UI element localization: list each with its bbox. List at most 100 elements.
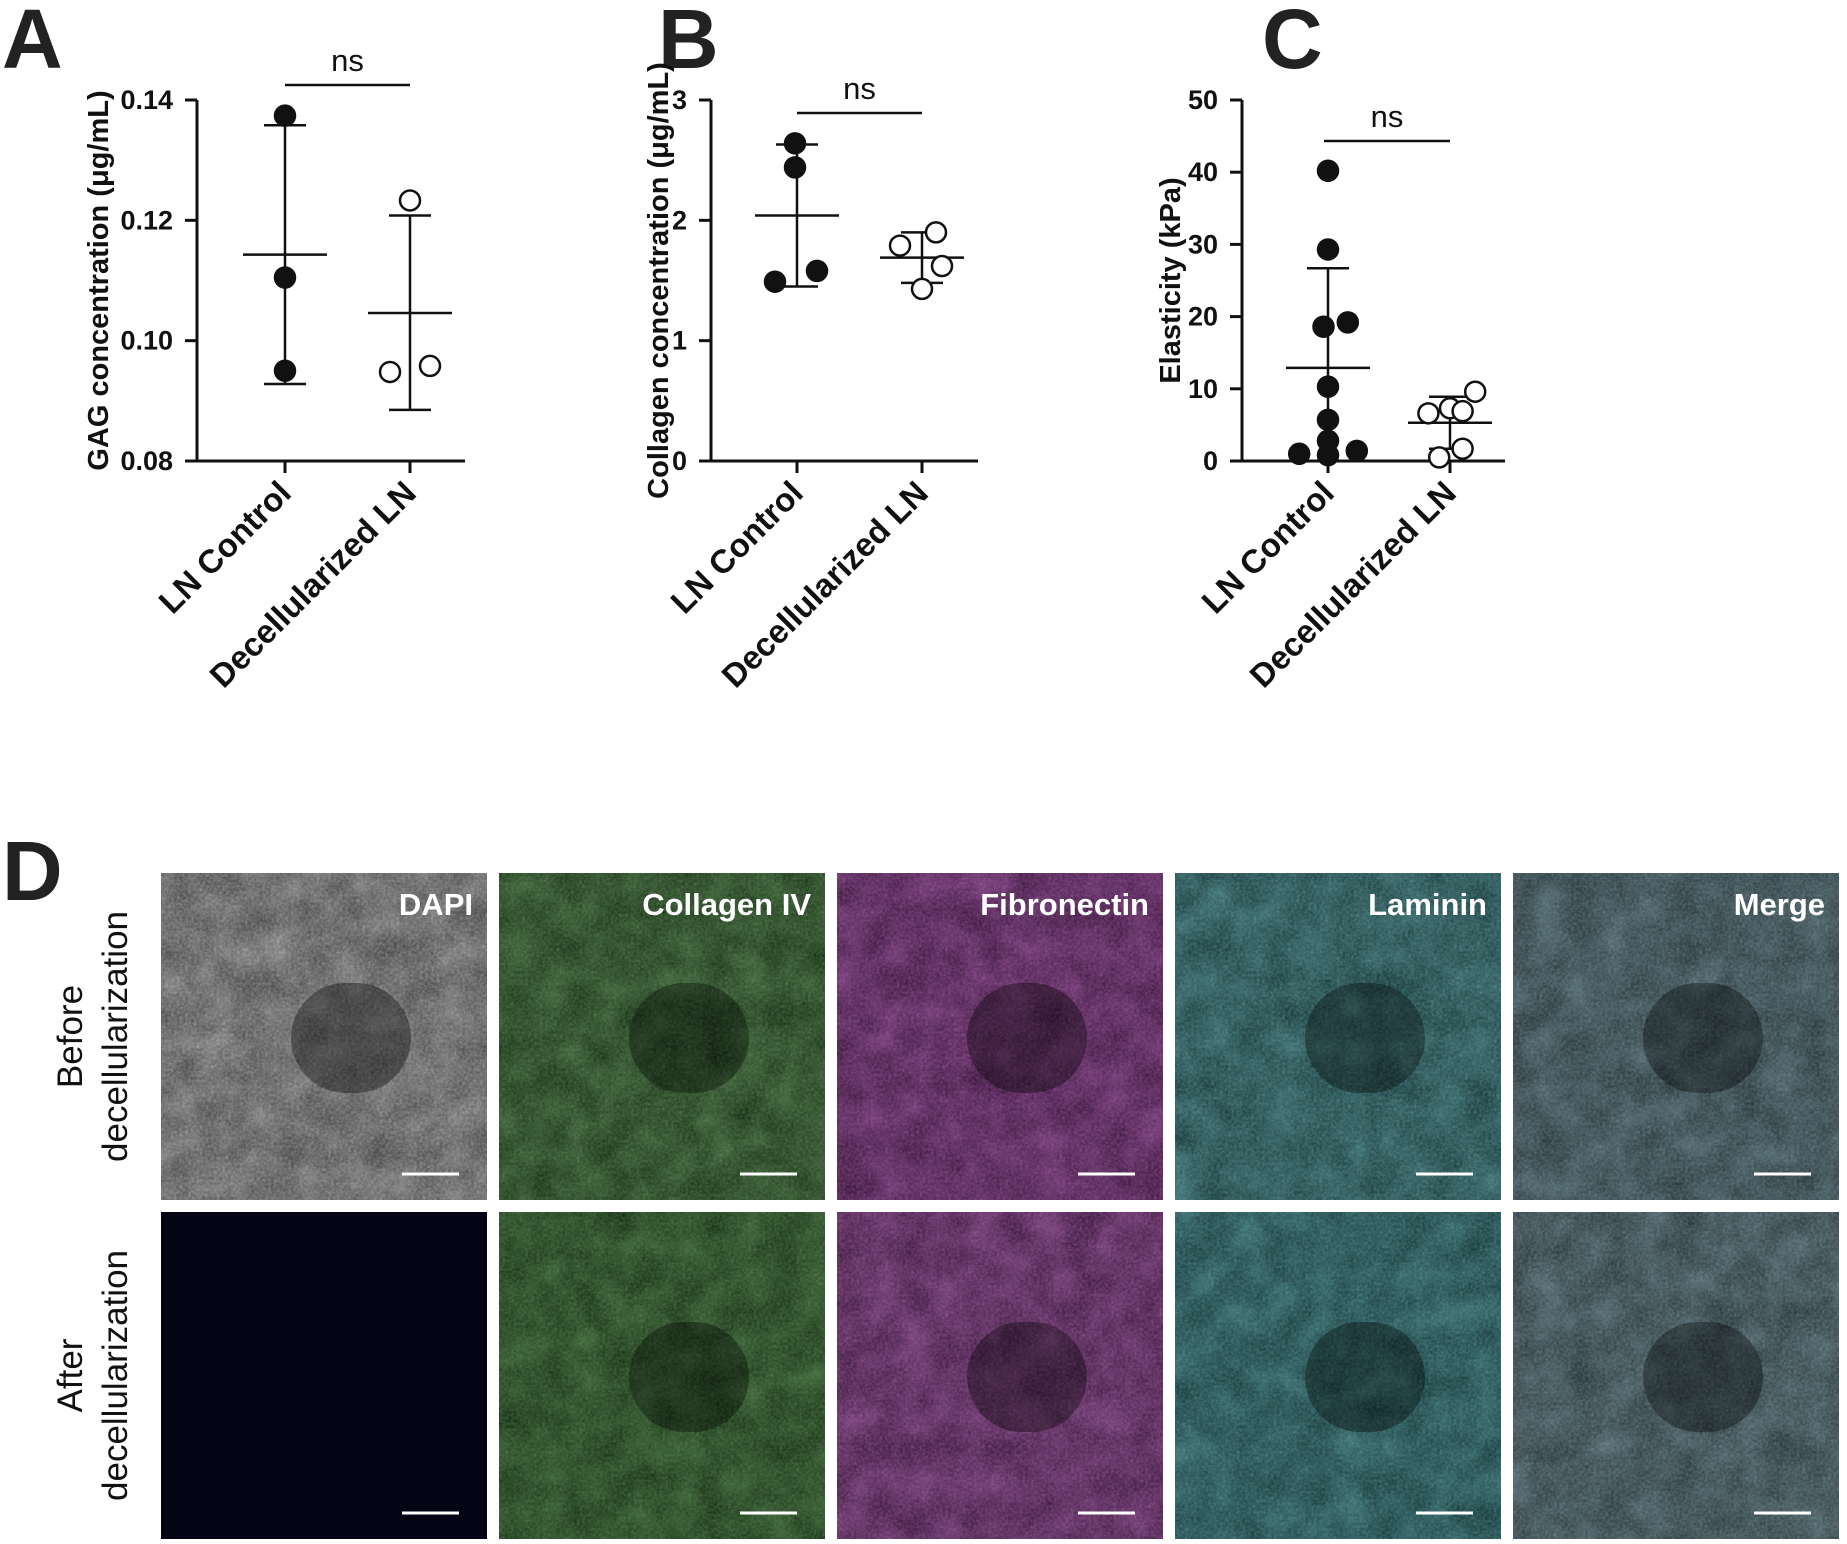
channel-tint — [499, 873, 825, 1200]
data-point-filled — [1316, 408, 1340, 432]
dark-region — [629, 983, 749, 1093]
channel-tint — [837, 873, 1163, 1200]
row-label: After decellularization — [51, 1250, 135, 1501]
channel-glow — [1175, 1212, 1501, 1539]
channel-glow — [1513, 873, 1839, 1200]
x-tick-label: Decellularized LN — [714, 474, 935, 695]
channel-glow — [837, 873, 1163, 1200]
data-point-filled — [1287, 442, 1311, 466]
dark-region — [629, 1322, 749, 1432]
y-tick-label: 0.14 — [120, 85, 173, 115]
row-label-line2: decellularization — [96, 911, 135, 1162]
panel-letter-a: A — [2, 0, 63, 86]
data-point-filled — [1345, 439, 1369, 463]
micrograph-texture — [1513, 1212, 1839, 1539]
data-point-filled — [273, 104, 297, 127]
channel-tint — [1175, 873, 1501, 1200]
data-point-filled — [1316, 375, 1340, 398]
y-tick-label: 40 — [1188, 157, 1218, 187]
channel-glow — [1175, 873, 1501, 1200]
channel-glow — [837, 1212, 1163, 1539]
micrograph-background — [161, 1212, 487, 1539]
y-tick-label: 2 — [672, 205, 687, 235]
dark-region — [291, 983, 411, 1093]
data-point-filled — [763, 270, 787, 293]
data-point-filled — [1316, 159, 1340, 183]
channel-label: Laminin — [1368, 887, 1487, 922]
y-axis-label: Collagen concentration (μg/mL) — [643, 62, 675, 499]
micrograph-texture — [837, 1212, 1163, 1539]
data-point-filled — [1316, 443, 1340, 467]
data-point-filled — [1336, 311, 1360, 334]
dark-region — [1305, 983, 1425, 1093]
y-tick-label: 10 — [1188, 374, 1218, 404]
channel-tint — [1513, 1212, 1839, 1539]
data-point-open — [1463, 380, 1487, 403]
channel-tint — [837, 1212, 1163, 1539]
data-point-filled — [273, 266, 297, 289]
data-point-filled — [273, 359, 297, 382]
x-tick-label: Decellularized LN — [202, 474, 423, 695]
y-tick-label: 50 — [1188, 85, 1218, 115]
channel-label: Collagen IV — [642, 887, 811, 922]
panel-letter-c: C — [1262, 0, 1323, 86]
micrograph-texture — [1175, 873, 1501, 1200]
dark-region — [1643, 983, 1763, 1093]
data-point-open — [924, 221, 948, 244]
y-tick-label: 3 — [672, 85, 687, 115]
channel-tint — [161, 873, 487, 1200]
panel-letter-b: B — [658, 0, 719, 86]
channel-tint — [499, 1212, 825, 1539]
y-axis-label: Elasticity (kPa) — [1155, 177, 1187, 383]
dark-region — [967, 983, 1087, 1093]
channel-tint — [1513, 873, 1839, 1200]
data-point-open — [930, 254, 954, 278]
x-tick-label: Decellularized LN — [1242, 474, 1463, 695]
y-tick-label: 20 — [1188, 302, 1218, 332]
channel-glow — [499, 873, 825, 1200]
data-point-filled — [805, 259, 829, 283]
data-point-open — [1427, 446, 1451, 469]
data-point-open — [888, 234, 912, 257]
micrograph-texture — [499, 873, 825, 1200]
channel-tint — [1175, 1212, 1501, 1539]
data-point-filled — [783, 132, 807, 155]
channel-label: Merge — [1734, 887, 1825, 922]
row-label-line1: Before — [51, 985, 90, 1088]
y-axis-label: GAG concentration (μg/mL) — [83, 90, 115, 470]
dark-region — [1305, 1322, 1425, 1432]
significance-label: ns — [843, 71, 876, 106]
channel-label: DAPI — [399, 887, 473, 922]
data-point-open — [418, 354, 442, 378]
micrograph-texture — [837, 873, 1163, 1200]
micrograph-texture — [1175, 1212, 1501, 1539]
micrograph-texture — [499, 1212, 825, 1539]
channel-glow — [161, 873, 487, 1200]
micrograph-texture — [1513, 873, 1839, 1200]
significance-label: ns — [331, 43, 364, 78]
y-tick-label: 0.08 — [120, 446, 173, 476]
channel-label: Fibronectin — [980, 887, 1149, 922]
micrograph-texture — [161, 873, 487, 1200]
dark-region — [1643, 1322, 1763, 1432]
dark-region — [967, 1322, 1087, 1432]
significance-label: ns — [1371, 99, 1404, 134]
row-label-line2: decellularization — [96, 1250, 135, 1501]
y-tick-label: 0.10 — [120, 326, 173, 356]
data-point-open — [378, 360, 402, 384]
channel-glow — [499, 1212, 825, 1539]
y-tick-label: 0.12 — [120, 205, 173, 235]
panel-letter-d: D — [2, 824, 63, 918]
data-point-filled — [1316, 238, 1340, 261]
data-point-open — [910, 277, 934, 301]
y-tick-label: 1 — [672, 326, 687, 356]
data-point-filled — [783, 156, 807, 179]
channel-glow — [1513, 1212, 1839, 1539]
row-label: Before decellularization — [51, 911, 135, 1162]
data-point-open — [398, 189, 422, 212]
y-tick-label: 0 — [672, 446, 687, 476]
